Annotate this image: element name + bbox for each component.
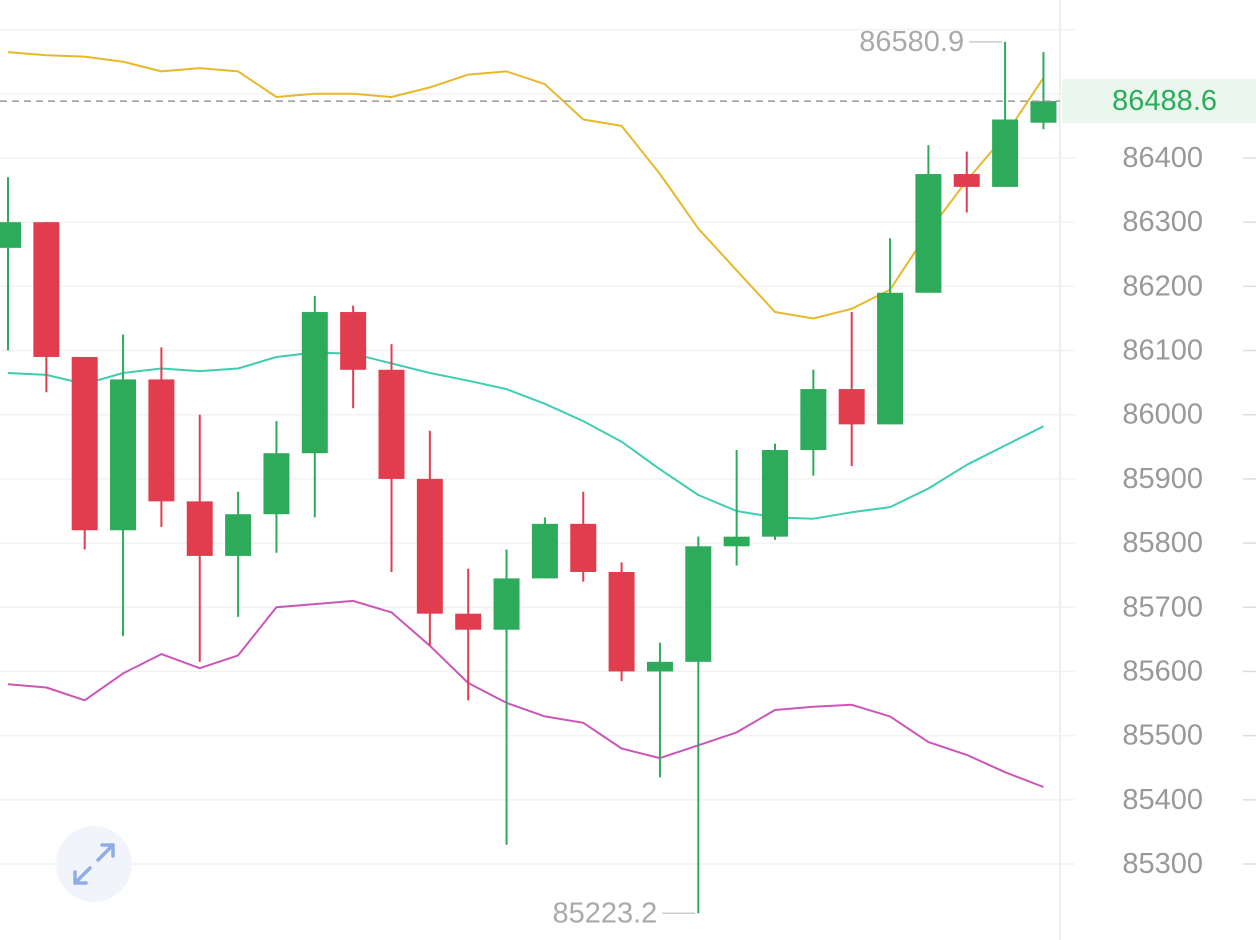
- candle-up: [762, 443, 788, 540]
- y-tick-label: 86000: [1122, 399, 1203, 431]
- y-tick-label: 86100: [1122, 335, 1203, 367]
- candle-down: [148, 347, 175, 528]
- candle-body: [71, 356, 98, 531]
- band-lower: [7, 599, 1044, 788]
- candle-up: [263, 421, 290, 553]
- band-middle: [7, 351, 1044, 520]
- candle-body: [646, 661, 673, 672]
- candle-body: [915, 174, 942, 293]
- y-tick-label: 85400: [1122, 784, 1203, 816]
- y-tick-label: 86400: [1122, 142, 1203, 174]
- candle-up: [877, 238, 904, 425]
- candle-body: [723, 536, 750, 547]
- candle-body: [800, 389, 827, 451]
- candle-body: [877, 292, 904, 425]
- candle-down: [838, 312, 865, 467]
- candle-body: [378, 369, 405, 479]
- candle-body: [992, 119, 1019, 187]
- candle-up: [225, 491, 252, 617]
- candle-up: [685, 536, 712, 914]
- candle-up: [800, 369, 827, 476]
- candle-body: [110, 379, 137, 531]
- candle-down: [71, 356, 98, 550]
- min-price-label: 85223.2: [552, 897, 657, 929]
- candle-body: [493, 578, 520, 630]
- candle-body: [0, 222, 21, 248]
- bollinger-bands: [7, 51, 1045, 788]
- candle-up: [493, 549, 520, 845]
- expand-arrows-icon: [73, 843, 115, 885]
- candle-body: [953, 174, 980, 187]
- candle-body: [301, 312, 328, 454]
- candle-body: [570, 523, 597, 572]
- candle-down: [186, 414, 213, 662]
- candle-body: [263, 453, 290, 515]
- candle-down: [953, 151, 980, 213]
- candle-up: [531, 517, 558, 579]
- candle-body: [225, 514, 252, 556]
- candle-body: [186, 501, 213, 556]
- candle-down: [378, 344, 405, 572]
- candle-up: [301, 295, 328, 518]
- candle-up: [915, 145, 942, 293]
- y-tick-label: 86300: [1122, 206, 1203, 238]
- y-tick-label: 85800: [1122, 527, 1203, 559]
- candle-body: [455, 613, 482, 630]
- candle-body: [685, 546, 712, 662]
- y-tick-label: 86200: [1122, 270, 1203, 302]
- candle-up: [723, 450, 750, 566]
- candle-body: [148, 379, 175, 502]
- candle-up: [0, 177, 21, 351]
- y-tick-label: 85500: [1122, 720, 1203, 752]
- y-tick-label: 85300: [1122, 848, 1203, 880]
- current-price-tag: [1062, 79, 1256, 124]
- band-upper: [7, 51, 1045, 320]
- candle-down: [570, 491, 597, 582]
- price-axis: 86400 86300 86200 86100 86000 85900 85800 85700…: [1122, 142, 1203, 880]
- candle-down: [33, 222, 60, 393]
- candle-up: [110, 334, 137, 637]
- candle-body: [531, 523, 558, 579]
- candle-body: [608, 571, 635, 672]
- max-price-label: 86580.9: [859, 26, 964, 58]
- candle-body: [416, 478, 443, 614]
- expand-button[interactable]: [56, 826, 132, 902]
- candle-down: [455, 568, 482, 701]
- y-tick-label: 85700: [1122, 591, 1203, 623]
- candle-up: [646, 642, 673, 778]
- candles: [0, 41, 1057, 914]
- candle-down: [608, 562, 635, 682]
- candle-up: [992, 41, 1019, 187]
- candle-down: [416, 430, 443, 646]
- candle-body: [33, 222, 60, 357]
- candle-body: [1030, 101, 1057, 123]
- y-tick-label: 85600: [1122, 655, 1203, 687]
- candle-body: [340, 312, 367, 370]
- y-tick-label: 85900: [1122, 463, 1203, 495]
- candle-body: [838, 389, 865, 425]
- current-price-label: 86488.6: [1112, 85, 1217, 117]
- candle-body: [762, 450, 788, 537]
- candle-up: [1030, 52, 1057, 130]
- candle-down: [340, 305, 367, 409]
